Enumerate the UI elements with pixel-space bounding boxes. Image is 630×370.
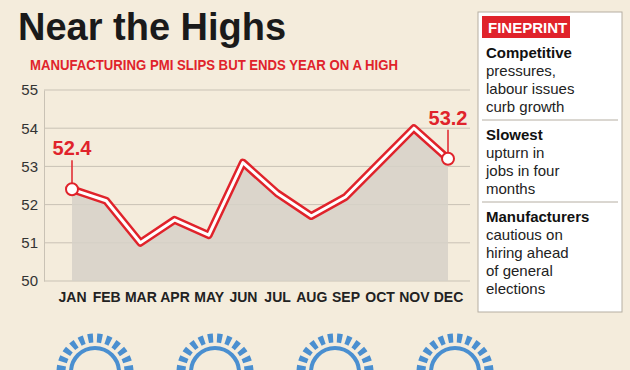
tick-label: 50 <box>21 272 38 289</box>
plot-area <box>72 128 448 281</box>
fineprint-heading: Manufacturers <box>486 208 589 225</box>
gear <box>191 348 239 370</box>
fineprint: FINEPRINT Competitivepressures,labour iss… <box>478 12 622 312</box>
fineprint-heading: Slowest <box>486 126 543 143</box>
tick: JAN <box>58 284 86 305</box>
fineprint-text: labour issues <box>486 80 574 97</box>
tick: SEP <box>332 284 360 305</box>
tick: 51 <box>21 234 44 251</box>
tick: JUL <box>264 284 291 305</box>
gear <box>421 338 489 370</box>
line-inner <box>72 128 448 243</box>
tick: APR <box>160 284 190 305</box>
tick-label: JUL <box>264 289 291 305</box>
chart: Near the Highs MANUFACTURING PMI SLIPS BU… <box>0 0 630 370</box>
fineprint-text: elections <box>486 280 545 297</box>
subtitle: MANUFACTURING PMI SLIPS BUT ENDS YEAR ON… <box>30 56 398 73</box>
gear <box>311 348 359 370</box>
tick: MAR <box>125 284 157 305</box>
tick-label: MAR <box>125 289 157 305</box>
tick-label: FEB <box>93 289 121 305</box>
y-axis: 50 51 52 53 54 55 <box>21 81 44 289</box>
tick-label: MAY <box>194 289 224 305</box>
tick-label: 53 <box>21 158 38 175</box>
tick-label: JAN <box>58 289 86 305</box>
grid-line <box>44 128 470 129</box>
gear <box>301 338 369 370</box>
fineprint-text: months <box>486 180 535 197</box>
tick-label: JUN <box>229 289 257 305</box>
fineprint-text: cautious on <box>486 226 563 243</box>
x-axis: JAN FEBMARAPRMAY JUN JUL AUG SEP OCTNOVDEC <box>58 284 463 305</box>
fineprint-text: pressures, <box>486 62 556 79</box>
line <box>72 128 448 243</box>
tick-label: 54 <box>21 120 38 137</box>
tick: FEB <box>93 284 121 305</box>
background <box>0 0 630 370</box>
axis-line <box>44 91 45 282</box>
point <box>66 183 78 195</box>
fineprint-text: hiring ahead <box>486 244 569 261</box>
tick: MAY <box>194 284 224 305</box>
divider <box>482 120 618 121</box>
tick-label: OCT <box>365 289 395 305</box>
fineprint-text: upturn in <box>486 144 544 161</box>
tick-label: 51 <box>21 234 38 251</box>
gear <box>181 338 249 370</box>
fineprint-text: curb growth <box>486 98 564 115</box>
divider <box>482 202 618 203</box>
tick-label: SEP <box>332 289 360 305</box>
tick: NOV <box>399 284 430 305</box>
area <box>72 128 448 281</box>
tick: 50 <box>21 272 44 289</box>
tick: 54 <box>21 120 44 137</box>
gear <box>71 348 119 370</box>
tick-label: NOV <box>399 289 430 305</box>
tick: 52 <box>21 196 44 213</box>
data-label: 53.2 <box>429 107 468 129</box>
fineprint-text: of general <box>486 262 553 279</box>
grid-line <box>44 90 470 91</box>
data-label: 52.4 <box>53 137 93 159</box>
tick: AUG <box>296 284 327 305</box>
point <box>442 153 454 165</box>
title: Near the Highs <box>18 6 286 48</box>
fineprint-title: FINEPRINT <box>488 19 567 36</box>
gear <box>431 348 479 370</box>
tick: JUN <box>229 284 257 305</box>
tick-label: 55 <box>21 81 38 98</box>
tick-label: APR <box>160 289 190 305</box>
grid <box>44 90 470 281</box>
data-labels: 52.4 53.2 <box>53 107 468 196</box>
fineprint-header <box>482 16 570 38</box>
tick: 55 <box>21 81 44 98</box>
tick: OCT <box>365 284 395 305</box>
gear <box>61 338 129 370</box>
tick: 53 <box>21 158 44 175</box>
tick: DEC <box>434 284 464 305</box>
fineprint-box <box>478 12 622 312</box>
tick-label: DEC <box>434 289 464 305</box>
fineprint-text: jobs in four <box>485 162 559 179</box>
gears <box>61 338 489 370</box>
tick-label: 52 <box>21 196 38 213</box>
fineprint-heading: Competitive <box>486 44 572 61</box>
tick-label: AUG <box>296 289 327 305</box>
